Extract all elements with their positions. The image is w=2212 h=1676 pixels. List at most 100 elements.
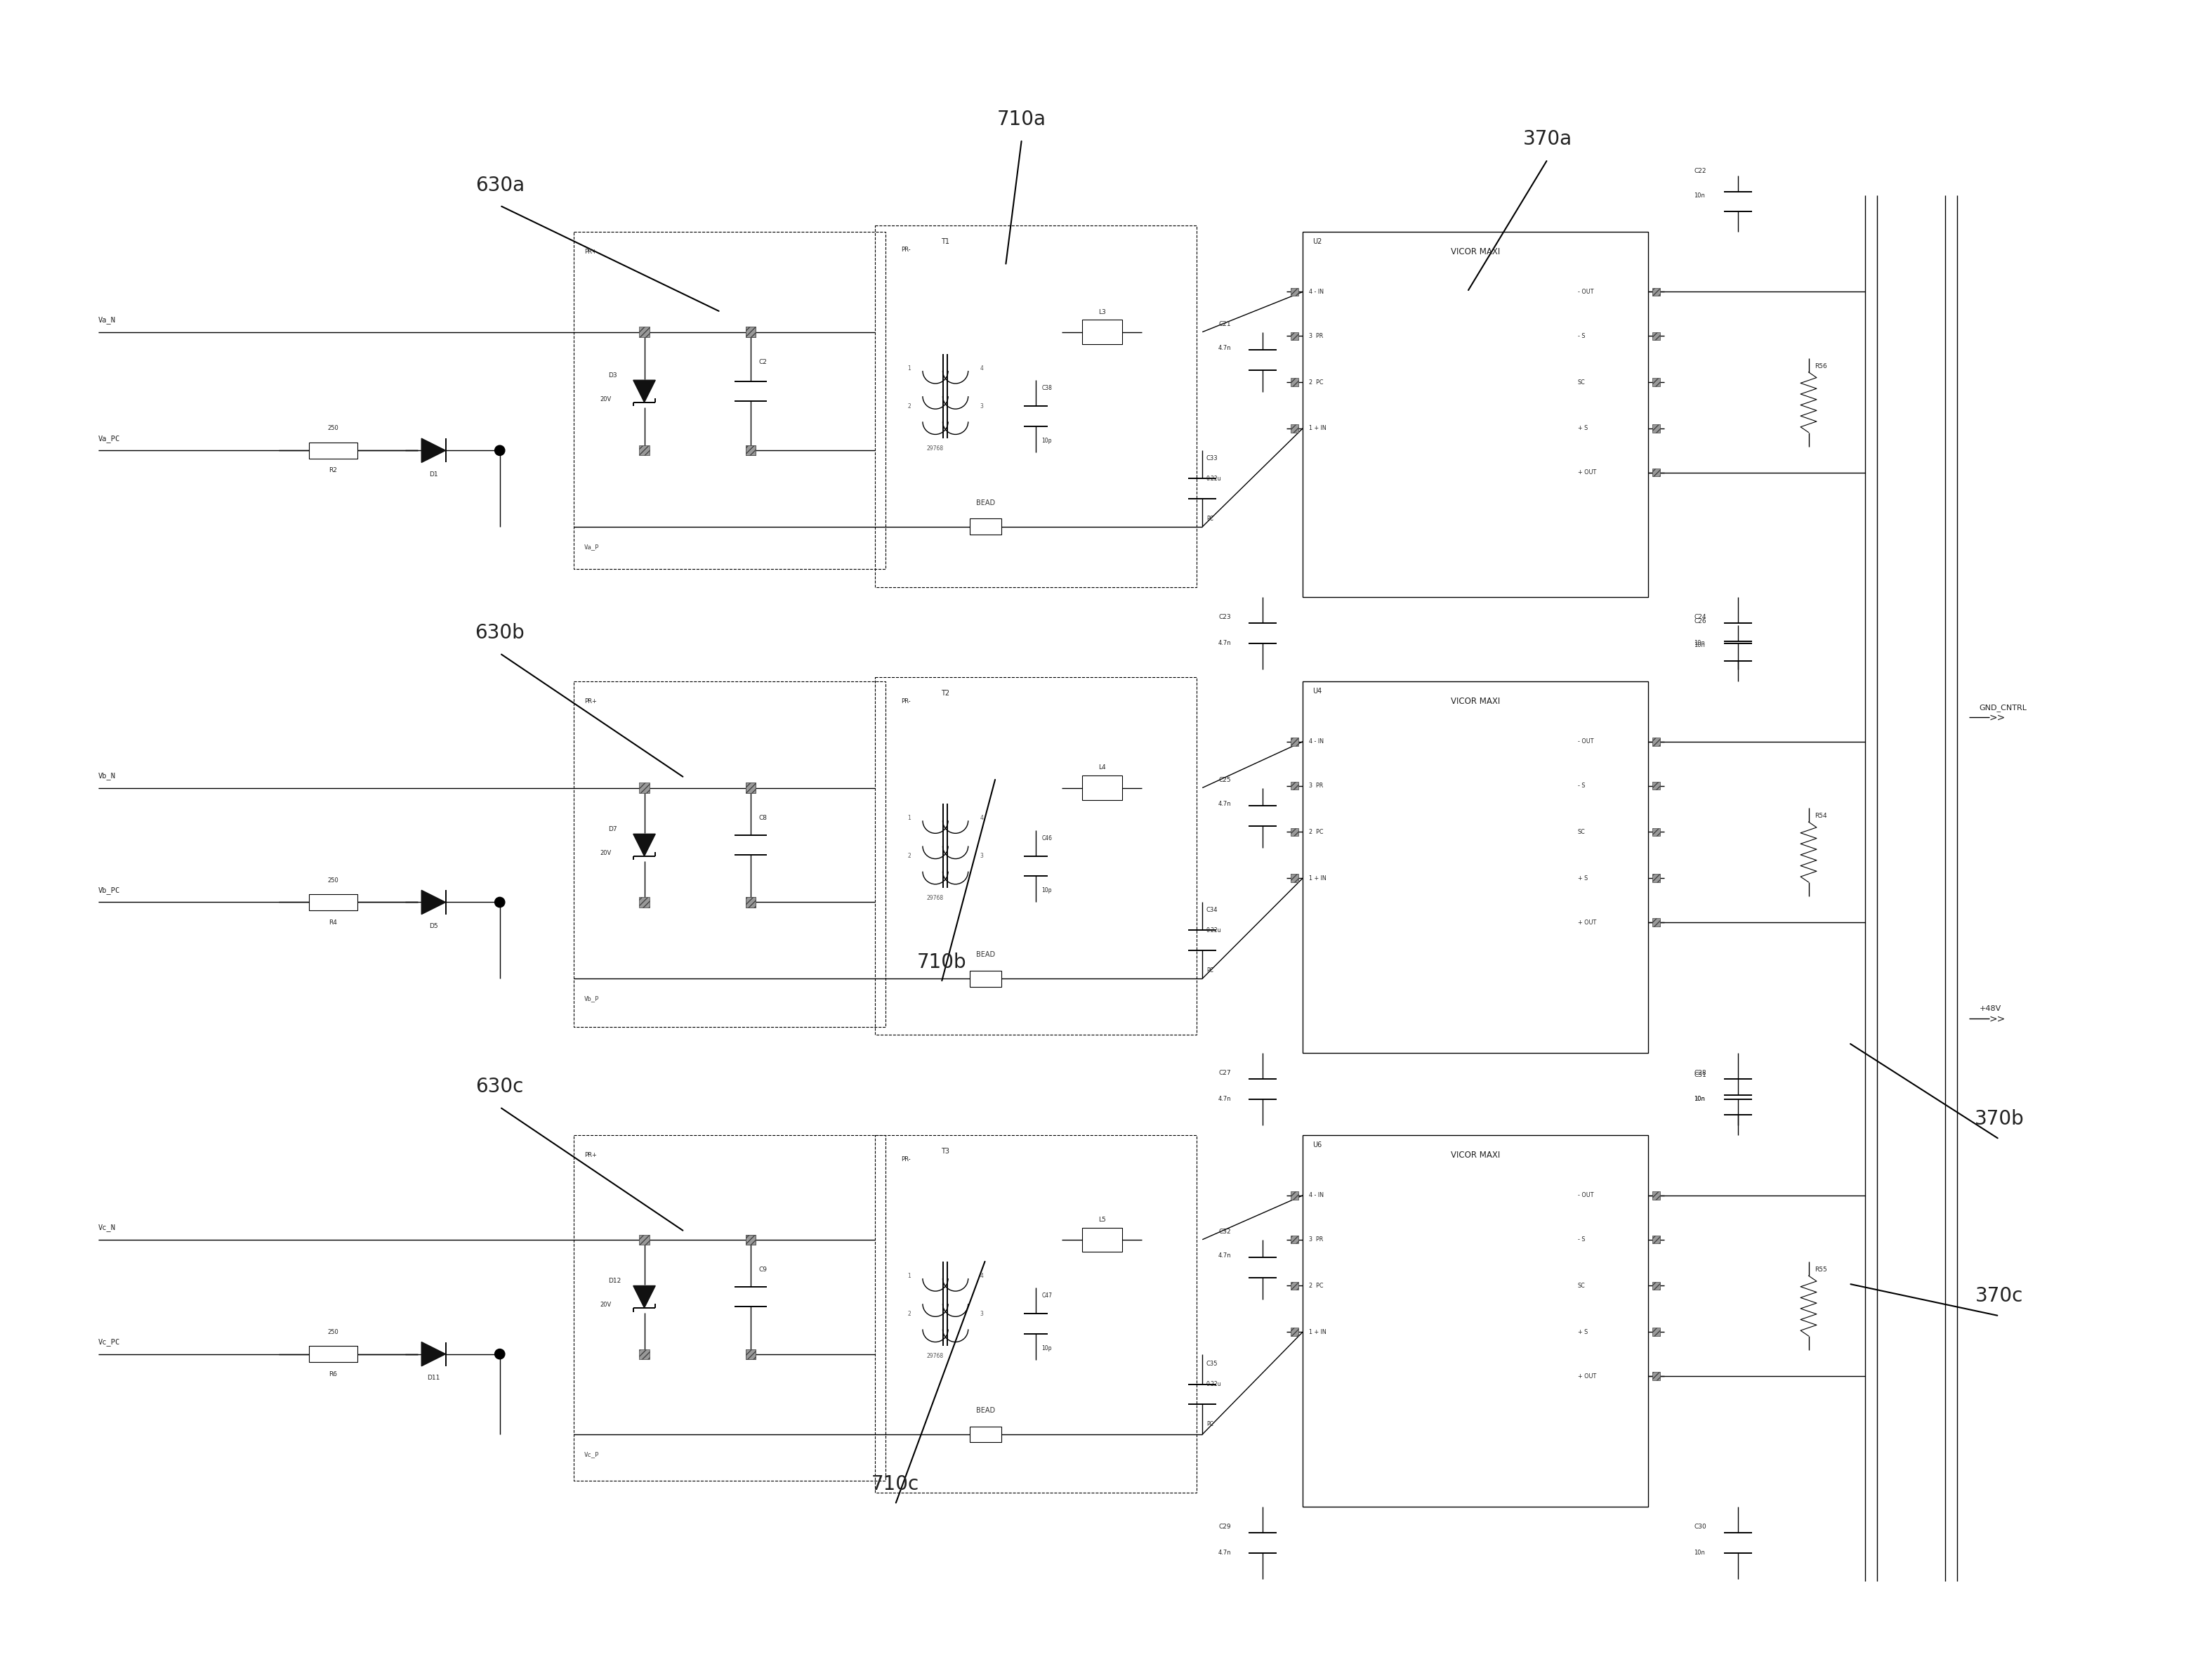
Circle shape	[495, 446, 504, 456]
Bar	[1652, 469, 1659, 476]
Text: SC: SC	[1577, 830, 1586, 835]
Circle shape	[495, 1349, 504, 1359]
Bar	[1652, 918, 1659, 927]
Text: Va_N: Va_N	[97, 317, 115, 323]
Text: 370b: 370b	[1975, 1110, 2024, 1130]
Text: VICOR MAXI: VICOR MAXI	[1451, 246, 1500, 256]
Bar	[969, 1426, 1002, 1443]
Bar	[1082, 320, 1121, 344]
Text: 2  PC: 2 PC	[1310, 379, 1323, 385]
Bar	[639, 783, 650, 793]
Bar	[1290, 737, 1298, 746]
Text: 4.7n: 4.7n	[1219, 1550, 1232, 1555]
Text: 3  PR: 3 PR	[1310, 783, 1323, 789]
Text: L5: L5	[1097, 1217, 1106, 1223]
Text: 4: 4	[980, 815, 984, 821]
Text: BEAD: BEAD	[975, 950, 995, 959]
Text: U2: U2	[1312, 238, 1323, 245]
Text: 10n: 10n	[1694, 1096, 1705, 1103]
Text: 4.7n: 4.7n	[1219, 1252, 1232, 1259]
Text: C47: C47	[1042, 1292, 1053, 1299]
Text: >>: >>	[1989, 1014, 2006, 1024]
Text: 3: 3	[980, 1311, 984, 1317]
Text: + OUT: + OUT	[1577, 918, 1597, 925]
Bar	[1652, 1282, 1659, 1291]
Text: R2: R2	[330, 468, 338, 474]
Text: 2: 2	[907, 404, 911, 409]
Bar	[1290, 288, 1298, 297]
Text: +48V: +48V	[1980, 1006, 2002, 1012]
Text: + OUT: + OUT	[1577, 1373, 1597, 1379]
Bar	[969, 520, 1002, 535]
Text: C46: C46	[1042, 835, 1053, 841]
Bar	[639, 897, 650, 907]
Bar	[1652, 1235, 1659, 1244]
Text: 20V: 20V	[599, 396, 611, 402]
Text: 29768: 29768	[927, 1353, 945, 1359]
Bar	[639, 1235, 650, 1245]
Bar	[745, 897, 757, 907]
Text: 1 + IN: 1 + IN	[1310, 426, 1327, 431]
Text: Vb_N: Vb_N	[97, 773, 115, 779]
Text: + S: + S	[1577, 1329, 1588, 1336]
Text: 3: 3	[980, 853, 984, 860]
Text: D12: D12	[608, 1277, 622, 1284]
Text: 20V: 20V	[599, 1302, 611, 1307]
Text: C34: C34	[1206, 907, 1219, 913]
Bar	[310, 895, 358, 910]
Text: C2: C2	[759, 359, 768, 365]
Bar	[1652, 1373, 1659, 1379]
Text: D11: D11	[427, 1374, 440, 1381]
Text: 29768: 29768	[927, 895, 945, 902]
Bar	[1652, 332, 1659, 340]
Text: 2  PC: 2 PC	[1310, 830, 1323, 835]
Bar	[575, 1135, 885, 1480]
Text: - S: - S	[1577, 1237, 1586, 1242]
Text: 250: 250	[327, 877, 338, 883]
Bar	[745, 1235, 757, 1245]
Text: 370c: 370c	[1975, 1285, 2024, 1306]
Text: R55: R55	[1814, 1267, 1827, 1272]
Polygon shape	[633, 1285, 655, 1307]
Bar	[1303, 682, 1648, 1053]
Bar	[1290, 424, 1298, 432]
Text: - OUT: - OUT	[1577, 1192, 1593, 1198]
Text: 250: 250	[327, 426, 338, 431]
Bar	[969, 970, 1002, 987]
Text: 10n: 10n	[1694, 1550, 1705, 1555]
Text: - S: - S	[1577, 783, 1586, 789]
Text: 1: 1	[907, 815, 911, 821]
Text: + S: + S	[1577, 426, 1588, 431]
Bar	[639, 446, 650, 456]
Text: 710c: 710c	[872, 1475, 920, 1495]
Text: 1 + IN: 1 + IN	[1310, 875, 1327, 882]
Text: Va_PC: Va_PC	[97, 434, 119, 442]
Text: 710a: 710a	[998, 109, 1046, 129]
Text: R54: R54	[1814, 813, 1827, 820]
Polygon shape	[422, 890, 445, 915]
Bar	[1652, 424, 1659, 432]
Text: Vc_N: Vc_N	[97, 1223, 115, 1232]
Bar	[1290, 1235, 1298, 1244]
Text: C9: C9	[759, 1267, 768, 1272]
Text: 3: 3	[980, 404, 984, 409]
Bar	[1303, 1135, 1648, 1507]
Text: 3  PR: 3 PR	[1310, 1237, 1323, 1242]
Text: C21: C21	[1219, 320, 1230, 327]
Text: 10n: 10n	[1694, 640, 1705, 647]
Text: 370a: 370a	[1524, 129, 1573, 149]
Bar	[1652, 781, 1659, 789]
Text: C23: C23	[1219, 613, 1230, 620]
Text: C22: C22	[1694, 168, 1705, 174]
Text: 1: 1	[907, 1272, 911, 1279]
Text: D3: D3	[608, 372, 617, 379]
Text: 0.22u: 0.22u	[1206, 476, 1221, 481]
Bar	[1082, 776, 1121, 799]
Text: 1: 1	[907, 365, 911, 372]
Text: >>: >>	[1989, 712, 2006, 722]
Text: 10n: 10n	[1694, 642, 1705, 649]
Text: 4.7n: 4.7n	[1219, 801, 1232, 808]
Text: R56: R56	[1814, 364, 1827, 369]
Text: C35: C35	[1206, 1361, 1219, 1368]
Bar	[575, 231, 885, 568]
